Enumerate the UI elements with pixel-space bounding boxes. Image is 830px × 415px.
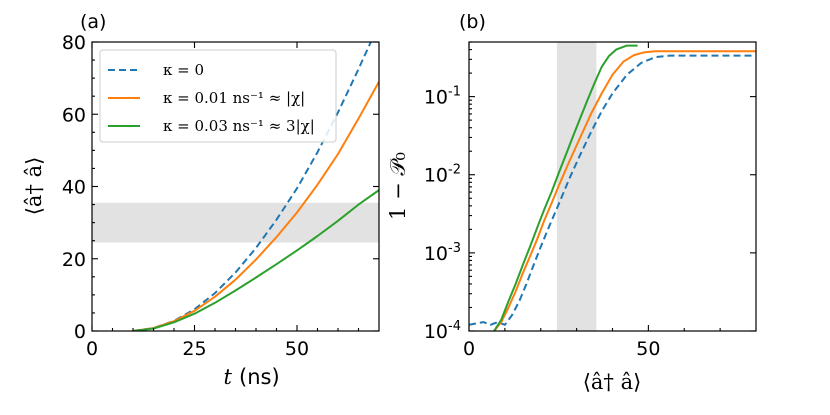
y-tick-label-a-40: 40 xyxy=(62,177,86,199)
series-line-a-1 xyxy=(132,81,379,331)
y-tick-label-a-20: 20 xyxy=(62,249,86,271)
y-axis-label-a: ⟨â† â⟩ xyxy=(22,157,46,216)
y-tick-label-b-0: 10-4 xyxy=(424,319,461,343)
y-tick-label-b-2: 10-2 xyxy=(424,163,461,187)
panel-a: 0 25 50 0 20 40 60 80 (a) t (ns) ⟨â† â⟩ κ = 0 κ… xyxy=(22,11,380,389)
x-tick-label-b-0: 0 xyxy=(463,338,475,360)
y-tick-label-a-0: 0 xyxy=(74,321,86,343)
shaded-band-a xyxy=(92,202,379,243)
x-tick-label-a-25: 25 xyxy=(182,338,206,360)
ticks-b: 0 50 10-4 10-3 10-2 10-1 xyxy=(424,41,756,360)
legend-label-kappa-003: κ = 0.03 ns⁻¹ ≈ 3|χ| xyxy=(163,117,315,135)
ticks-a: 0 25 50 0 20 40 60 80 xyxy=(62,32,379,360)
y-tick-label-b-1: 10-3 xyxy=(424,241,461,265)
series-line-b-0 xyxy=(469,54,756,326)
plot-frame-a xyxy=(91,41,380,332)
legend-label-kappa-001: κ = 0.01 ns⁻¹ ≈ |χ| xyxy=(163,89,305,107)
legend: κ = 0 κ = 0.01 ns⁻¹ ≈ |χ| κ = 0.03 ns⁻¹ … xyxy=(99,49,337,143)
series-lines-a xyxy=(132,42,379,331)
y-tick-label-b-3: 10-1 xyxy=(424,85,461,109)
x-tick-label-b-50: 50 xyxy=(636,338,660,360)
plot-frame-b xyxy=(468,41,757,332)
y-tick-label-a-80: 80 xyxy=(62,32,86,54)
series-lines-b xyxy=(469,44,756,331)
legend-label-kappa-0: κ = 0 xyxy=(163,61,204,79)
series-line-a-2 xyxy=(132,189,379,331)
x-tick-label-a-0: 0 xyxy=(86,338,98,360)
x-axis-label-unit-a: (ns) xyxy=(239,365,280,389)
panel-label-a: (a) xyxy=(80,11,106,33)
x-axis-label-b: ⟨â† â⟩ xyxy=(583,370,642,394)
series-line-b-2 xyxy=(493,44,638,331)
series-line-a-0 xyxy=(132,42,372,331)
legend-box xyxy=(99,49,337,143)
y-axis-label-b: 1 − 𝒫₀ xyxy=(386,152,410,220)
shaded-band-b xyxy=(556,42,597,331)
y-tick-label-a-60: 60 xyxy=(62,104,86,126)
panel-label-b: (b) xyxy=(459,11,486,33)
x-axis-label-var-a: t xyxy=(224,365,233,389)
series-line-b-1 xyxy=(493,50,756,331)
panel-b: 0 50 10-4 10-3 10-2 10-1 (b) ⟨â† â⟩ 1 − 𝒫₀ xyxy=(386,11,757,394)
x-tick-label-a-50: 50 xyxy=(285,338,309,360)
